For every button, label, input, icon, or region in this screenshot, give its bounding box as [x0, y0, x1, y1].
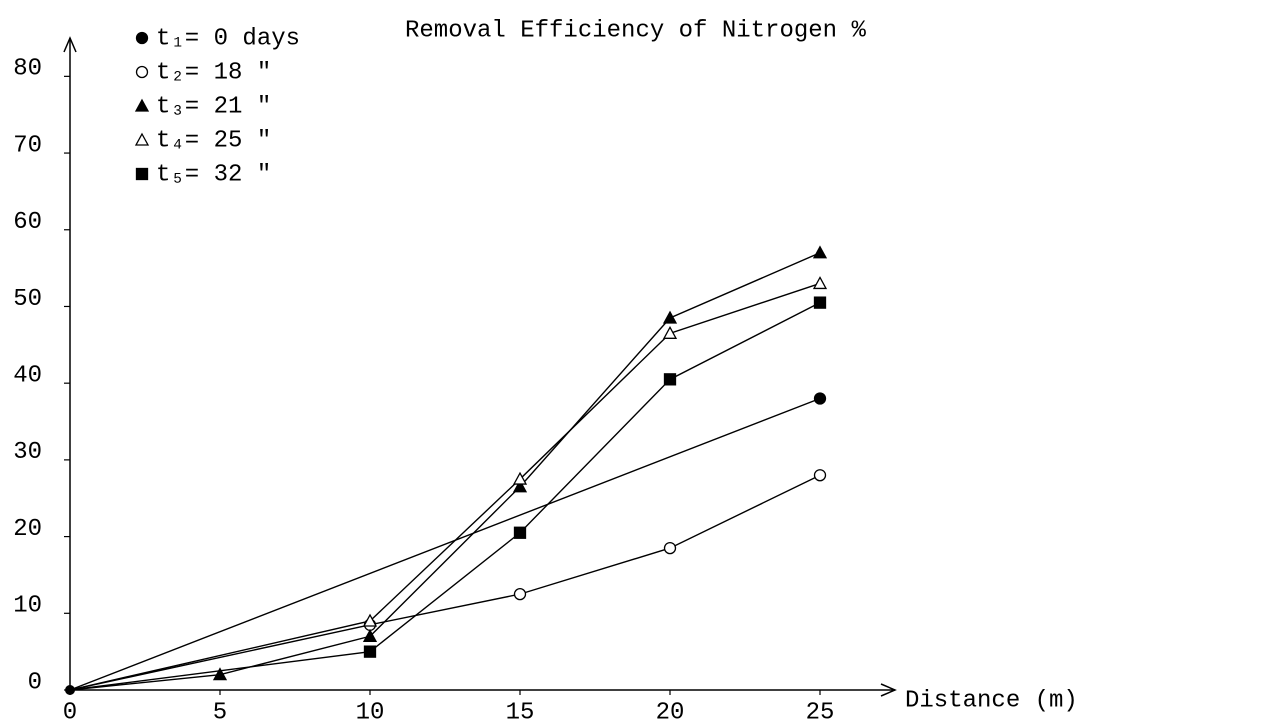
legend-marker: [135, 31, 149, 45]
x-tick-label: 5: [213, 699, 227, 720]
series-line: [69, 282, 821, 691]
origin-dot: [65, 685, 75, 695]
legend-marker: [135, 65, 149, 79]
marker: [813, 392, 827, 405]
y-axis-arrow: [63, 36, 77, 53]
legend-marker: [134, 132, 150, 146]
marker: [663, 541, 677, 555]
marker: [362, 613, 378, 627]
y-tick-label: 0: [28, 669, 42, 696]
series-line: [69, 474, 821, 691]
x-tick-label: 10: [356, 699, 385, 720]
marker: [662, 325, 678, 339]
chart-title: Removal Efficiency of Nitrogen %: [405, 17, 866, 44]
marker: [513, 526, 527, 539]
marker: [662, 310, 678, 324]
series-line: [69, 302, 821, 691]
series-line: [69, 252, 821, 691]
y-tick-label: 30: [13, 439, 42, 466]
marker: [362, 628, 378, 642]
x-tick-label: 25: [806, 699, 835, 720]
x-tick-label: 20: [656, 699, 685, 720]
marker: [813, 469, 827, 482]
legend-marker: [134, 98, 150, 112]
x-tick-label: 0: [63, 699, 77, 720]
x-axis-arrow: [880, 683, 897, 697]
legend-label: t₃= 21 ": [156, 93, 271, 120]
legend-label: t₅= 32 ": [156, 161, 271, 188]
y-tick-label: 50: [13, 286, 42, 313]
marker: [812, 245, 828, 259]
marker: [212, 667, 228, 681]
marker: [513, 587, 527, 601]
marker: [363, 645, 377, 658]
marker: [512, 471, 528, 485]
y-tick-label: 70: [13, 132, 42, 159]
marker: [812, 276, 828, 290]
legend-label: t₁= 0 days: [156, 25, 300, 52]
y-tick-label: 10: [13, 593, 42, 620]
y-tick-label: 20: [13, 516, 42, 543]
x-axis-label: Distance (m): [905, 687, 1078, 714]
legend-label: t₄= 25 ": [156, 127, 271, 154]
legend-label: t₂= 18 ": [156, 59, 271, 86]
marker: [813, 296, 827, 309]
x-tick-label: 15: [506, 699, 535, 720]
marker: [512, 479, 528, 493]
legend-marker: [135, 167, 149, 181]
marker: [663, 373, 677, 386]
series-line: [69, 397, 821, 691]
y-tick-label: 60: [13, 209, 42, 236]
y-tick-label: 80: [13, 56, 42, 83]
y-tick-label: 40: [13, 363, 42, 390]
